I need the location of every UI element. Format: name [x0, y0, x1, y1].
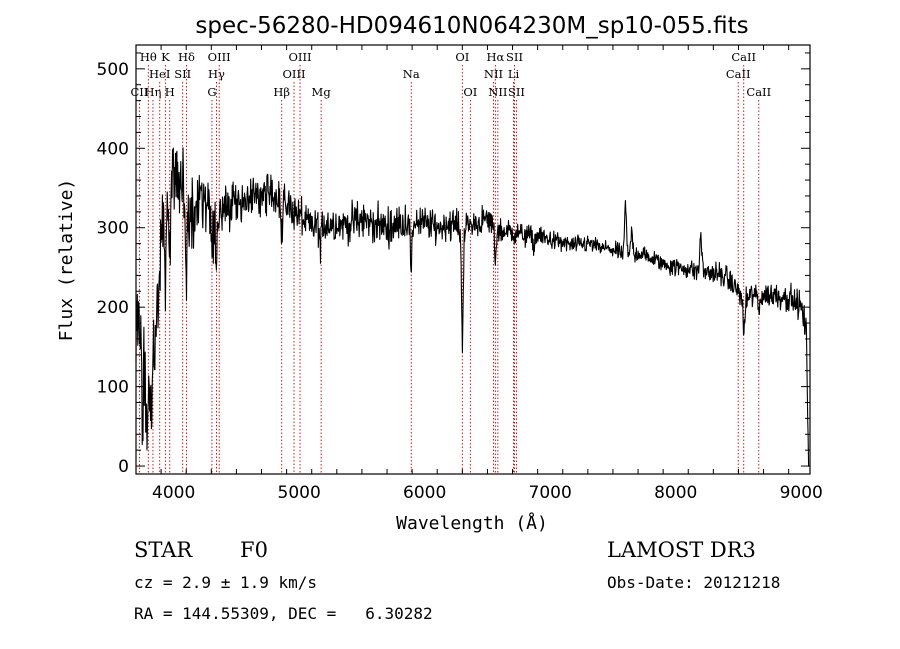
y-tick-label: 100	[97, 378, 129, 398]
marker-label: Li	[508, 67, 520, 81]
redshift-readout: cz = 2.9 ± 1.9 km/s	[134, 573, 318, 592]
axes: 4000 5000 6000 7000 8000 9000 0 100 200 300 400 500	[97, 44, 823, 503]
marker-label: Hβ	[273, 85, 290, 99]
x-tick-label: 5000	[278, 483, 321, 503]
marker-label: SII	[506, 50, 523, 64]
marker-label: HeI	[149, 67, 170, 81]
object-class: STAR	[134, 538, 193, 562]
y-tick-label: 500	[97, 60, 129, 80]
spectrum-line	[135, 147, 810, 467]
survey-name: LAMOST DR3	[607, 538, 756, 562]
x-tick-label: 4000	[152, 483, 195, 503]
marker-label: CaII	[746, 85, 771, 99]
marker-label: SII	[508, 85, 525, 99]
marker-label: CaII	[731, 50, 756, 64]
x-tick-label: 7000	[529, 483, 572, 503]
marker-label: CII	[130, 85, 148, 99]
x-axis-label: Wavelength (Å)	[396, 512, 548, 534]
coordinates-readout: RA = 144.55309, DEC = 6.30282	[134, 604, 433, 623]
x-tick-label: 8000	[654, 483, 697, 503]
y-tick-label: 0	[118, 457, 129, 477]
marker-label: K	[161, 50, 170, 64]
object-subclass: F0	[240, 538, 268, 562]
x-tick-label: 6000	[403, 483, 446, 503]
marker-label: CaII	[726, 67, 751, 81]
marker-label: Hη	[144, 85, 161, 99]
plot-frame	[135, 44, 811, 475]
marker-label: Hγ	[208, 67, 225, 81]
marker-label: OI	[463, 85, 477, 99]
marker-label: Na	[403, 67, 420, 81]
observation-date: Obs-Date: 20121218	[607, 573, 781, 592]
y-tick-label: 400	[97, 139, 129, 159]
marker-label: Mg	[312, 85, 332, 99]
marker-label: OI	[455, 50, 469, 64]
marker-label: Hθ	[140, 50, 157, 64]
y-tick-label: 200	[97, 298, 129, 318]
marker-label: NII	[488, 85, 507, 99]
marker-label: NII	[484, 67, 503, 81]
chart-title: spec-56280-HD094610N064230M_sp10-055.fit…	[195, 13, 748, 39]
x-tick-label: 9000	[780, 483, 823, 503]
marker-label: OIII	[289, 50, 312, 64]
marker-label: OIII	[208, 50, 231, 64]
marker-label: H	[165, 85, 175, 99]
marker-label: G	[207, 85, 216, 99]
marker-label: SII	[174, 67, 191, 81]
marker-label: Hα	[486, 50, 504, 64]
y-axis-label: Flux (relative)	[56, 179, 77, 342]
marker-label: OIII	[282, 67, 305, 81]
y-tick-label: 300	[97, 219, 129, 239]
spectrum-series	[135, 147, 810, 467]
marker-label: Hδ	[178, 50, 195, 64]
